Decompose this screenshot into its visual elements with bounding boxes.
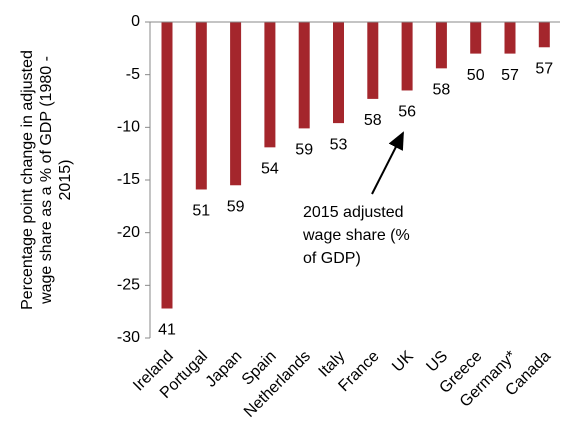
y-tick-label: -20: [117, 224, 140, 241]
annotation: wage share (%: [302, 227, 410, 244]
bar: [264, 22, 276, 148]
bar: [161, 22, 173, 309]
bar: [504, 22, 516, 54]
x-tick-label: UK: [389, 348, 417, 376]
y-tick-label: -5: [126, 66, 140, 83]
x-tick-label: US: [423, 348, 451, 376]
y-tick-label: -30: [117, 329, 140, 346]
bar: [367, 22, 379, 99]
bar: [470, 22, 482, 54]
y-tick-label: -10: [117, 119, 140, 136]
point-label: 51: [192, 203, 210, 220]
point-label: 59: [295, 142, 313, 159]
point-label: 59: [227, 198, 245, 215]
point-label: 57: [535, 60, 553, 77]
point-label: 58: [364, 112, 382, 129]
annotation: 2015 adjusted: [303, 204, 404, 221]
y-tick-label: 0: [131, 13, 140, 30]
y-axis-label: Percentage point change in adjusted: [19, 50, 36, 310]
bar: [230, 22, 242, 186]
bar: [195, 22, 207, 190]
point-label: 53: [330, 136, 348, 153]
point-label: 50: [467, 67, 485, 84]
bar: [435, 22, 447, 69]
point-label: 41: [158, 322, 176, 339]
bar: [298, 22, 310, 129]
point-label: 54: [261, 161, 279, 178]
bar: [401, 22, 413, 91]
annotation: of GDP): [303, 250, 361, 267]
bar: [538, 22, 550, 48]
point-label: 58: [433, 82, 451, 99]
point-label: 57: [501, 67, 519, 84]
x-tick-label: Japan: [203, 348, 246, 391]
annotation-arrow: [371, 131, 404, 195]
bar: [333, 22, 344, 124]
y-tick-label: -15: [117, 171, 140, 188]
y-axis-label: 2015): [57, 160, 74, 201]
point-label: 56: [398, 104, 416, 121]
y-tick-label: -25: [117, 277, 140, 294]
y-axis-label: wage share as a % of GDP (1980 -: [38, 56, 55, 305]
